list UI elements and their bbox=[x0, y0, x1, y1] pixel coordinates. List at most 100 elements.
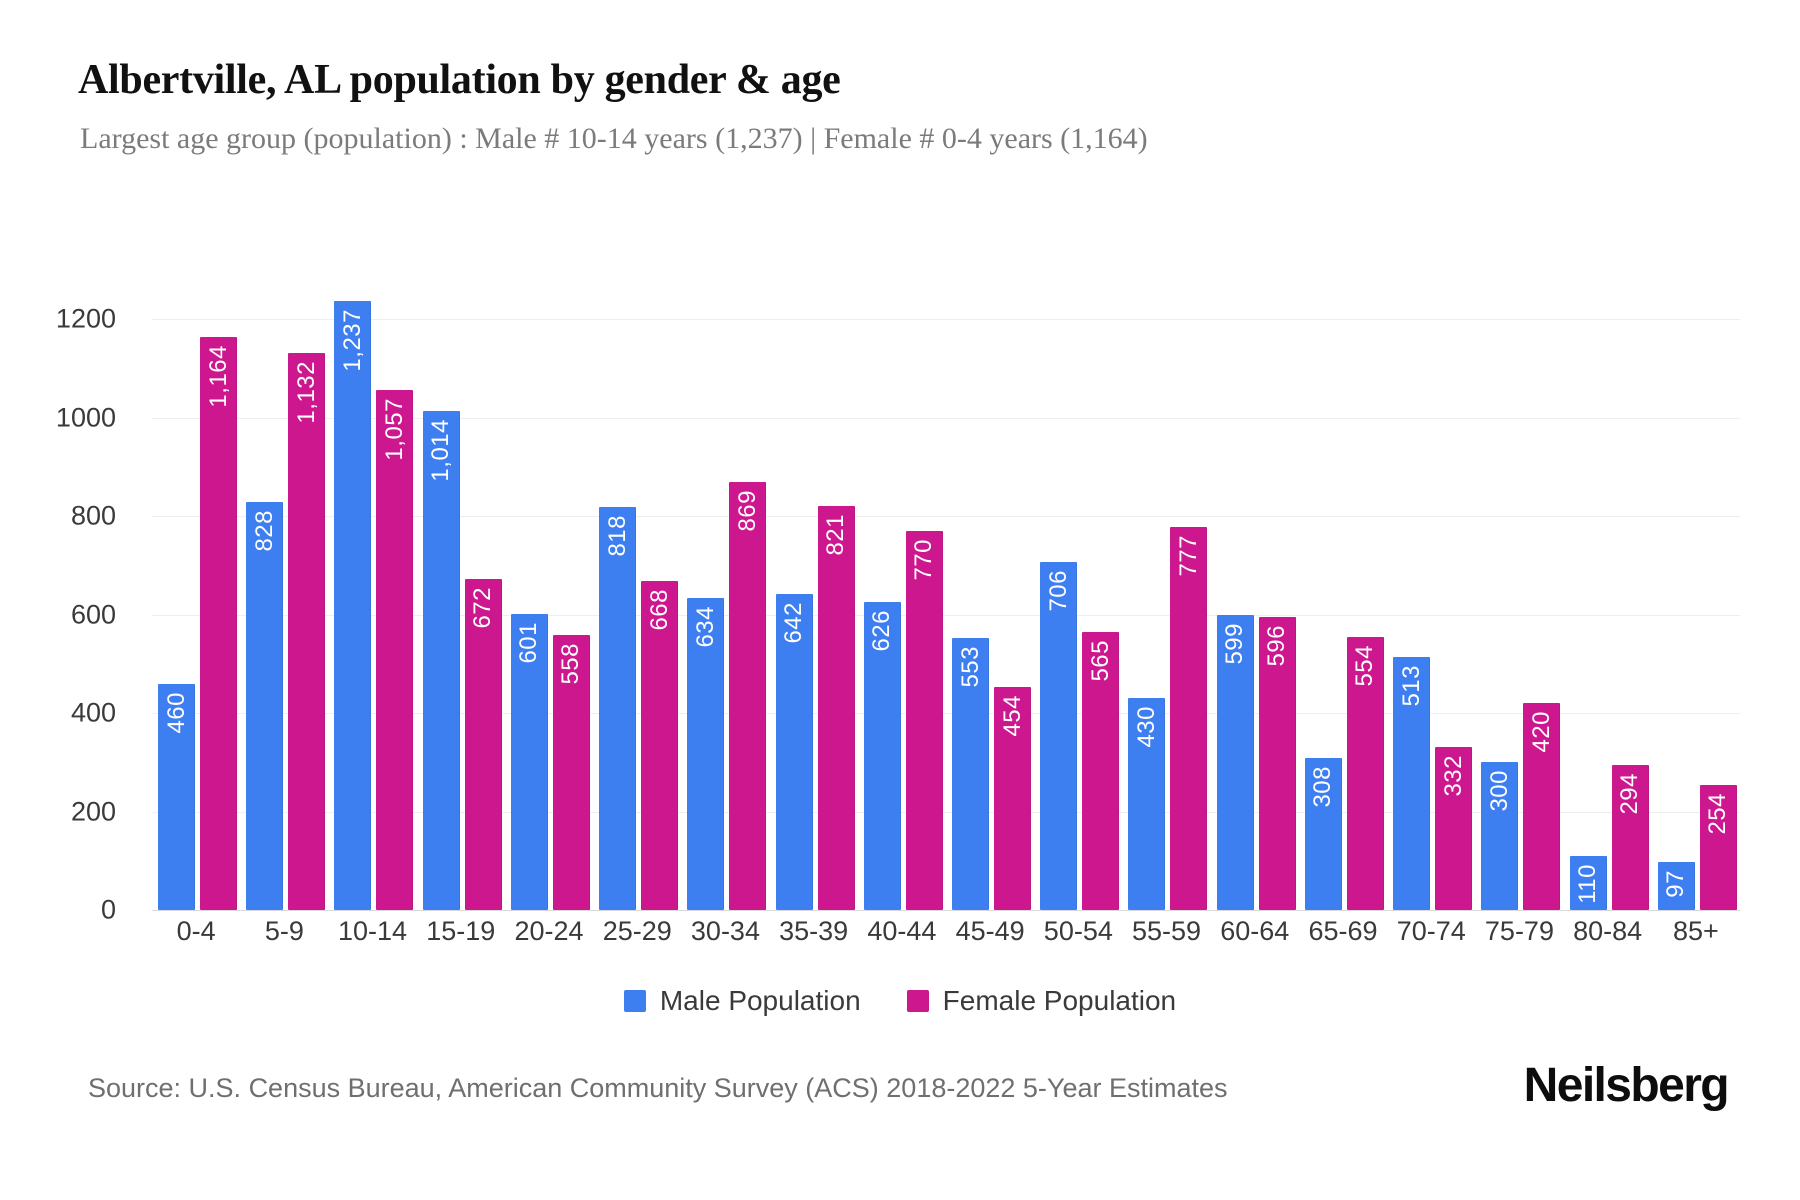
bar-group: 1,237 1,057 bbox=[328, 270, 416, 910]
x-axis-tick-label: 75-79 bbox=[1484, 916, 1554, 946]
bar-female[interactable]: 869 bbox=[729, 482, 767, 910]
bar-value-label: 513 bbox=[1397, 665, 1425, 707]
x-axis-tick-label: 0-4 bbox=[176, 916, 216, 946]
bar-male[interactable]: 1,014 bbox=[422, 410, 460, 910]
bar-value-label: 821 bbox=[822, 513, 850, 556]
plot-area: 460 1,164 828 1,132 1,237 1,057 1,014 672 601 558… bbox=[152, 270, 1740, 911]
gridline bbox=[152, 417, 1740, 419]
chart-legend: Male Population Female Population bbox=[0, 985, 1800, 1017]
x-axis-tick-label: 60-64 bbox=[1220, 916, 1290, 946]
x-axis-tick-label: 45-49 bbox=[955, 916, 1025, 946]
x-axis-tick-label: 70-74 bbox=[1396, 916, 1466, 946]
bar-male[interactable]: 97 bbox=[1657, 862, 1695, 910]
bar-male[interactable]: 513 bbox=[1393, 657, 1431, 910]
bar-value-label: 777 bbox=[1174, 535, 1202, 578]
legend-label: Female Population bbox=[942, 985, 1177, 1016]
bar-female[interactable]: 770 bbox=[905, 530, 943, 910]
bar-female[interactable]: 554 bbox=[1346, 637, 1384, 910]
gridline bbox=[152, 614, 1740, 616]
bar-female[interactable]: 558 bbox=[552, 635, 590, 910]
gridline bbox=[152, 910, 1740, 911]
bar-male[interactable]: 601 bbox=[510, 614, 548, 910]
bar-value-label: 308 bbox=[1309, 766, 1337, 808]
bar-value-label: 300 bbox=[1485, 770, 1513, 812]
bar-female[interactable]: 420 bbox=[1523, 703, 1561, 910]
bar-value-label: 1,237 bbox=[338, 309, 366, 372]
gridline bbox=[152, 811, 1740, 813]
bar-male[interactable]: 430 bbox=[1128, 698, 1166, 910]
legend-item-female[interactable]: Female Population bbox=[906, 985, 1177, 1017]
y-axis-tick-label: 800 bbox=[70, 500, 116, 531]
bar-female[interactable]: 668 bbox=[641, 581, 679, 910]
bar-female[interactable]: 254 bbox=[1699, 784, 1737, 910]
bar-male[interactable]: 308 bbox=[1304, 758, 1342, 910]
bar-female[interactable]: 565 bbox=[1082, 631, 1120, 910]
bar-female[interactable]: 672 bbox=[464, 579, 502, 910]
bar-group: 601 558 bbox=[505, 270, 593, 910]
bar-female[interactable]: 454 bbox=[994, 686, 1031, 910]
bar-female[interactable]: 596 bbox=[1258, 616, 1296, 910]
bar-value-label: 554 bbox=[1351, 645, 1379, 687]
bar-value-label: 332 bbox=[1439, 754, 1467, 797]
bar-male[interactable]: 634 bbox=[687, 597, 725, 910]
bar-value-label: 460 bbox=[162, 691, 190, 734]
bar-female[interactable]: 821 bbox=[817, 505, 855, 910]
bar-value-label: 294 bbox=[1616, 773, 1644, 815]
legend-item-male[interactable]: Male Population bbox=[623, 985, 861, 1017]
y-axis-tick-label: 0 bbox=[100, 894, 116, 925]
bar-female[interactable]: 1,132 bbox=[288, 352, 326, 910]
bar-male[interactable]: 553 bbox=[952, 637, 989, 910]
legend-swatch-icon bbox=[906, 990, 929, 1012]
source-note: Source: U.S. Census Bureau, American Com… bbox=[88, 1073, 1228, 1103]
bar-male[interactable]: 828 bbox=[246, 502, 284, 910]
bar-value-label: 420 bbox=[1527, 711, 1555, 753]
legend-label: Male Population bbox=[659, 985, 861, 1016]
x-axis-tick-label: 25-29 bbox=[602, 916, 672, 946]
bar-male[interactable]: 818 bbox=[599, 507, 637, 910]
x-axis-tick-label: 50-54 bbox=[1043, 916, 1113, 946]
bar-female[interactable]: 1,164 bbox=[200, 336, 237, 910]
bar-group: 553 454 bbox=[946, 270, 1034, 910]
bar-value-label: 672 bbox=[469, 587, 497, 629]
bar-male[interactable]: 300 bbox=[1481, 762, 1519, 910]
bar-value-label: 454 bbox=[998, 694, 1026, 737]
bar-group: 1,014 672 bbox=[417, 270, 505, 910]
bar-male[interactable]: 1,237 bbox=[334, 301, 372, 910]
bar-male[interactable]: 642 bbox=[775, 593, 813, 910]
bar-female[interactable]: 1,057 bbox=[376, 389, 414, 910]
bar-group: 818 668 bbox=[593, 270, 681, 910]
bar-female[interactable]: 294 bbox=[1611, 765, 1649, 910]
bar-value-label: 828 bbox=[250, 510, 278, 552]
bar-value-label: 634 bbox=[691, 605, 719, 648]
bar-value-label: 97 bbox=[1662, 870, 1690, 898]
x-axis-tick-label: 30-34 bbox=[690, 916, 760, 946]
bar-male[interactable]: 460 bbox=[158, 683, 195, 910]
y-axis-tick-label: 400 bbox=[70, 697, 116, 728]
page-subtitle: Largest age group (population) : Male # … bbox=[80, 122, 1148, 155]
bar-value-label: 430 bbox=[1132, 706, 1160, 748]
bar-value-label: 601 bbox=[515, 622, 543, 664]
bar-group: 308 554 bbox=[1299, 270, 1387, 910]
y-axis-tick-label: 1200 bbox=[55, 303, 116, 334]
y-axis-tick-label: 600 bbox=[70, 599, 116, 630]
bar-value-label: 1,132 bbox=[292, 360, 320, 424]
bar-group: 460 1,164 bbox=[152, 270, 240, 910]
y-axis-tick-label: 200 bbox=[70, 796, 116, 827]
bar-value-label: 770 bbox=[910, 538, 938, 581]
bar-group: 599 596 bbox=[1211, 270, 1299, 910]
bar-female[interactable]: 332 bbox=[1435, 746, 1473, 910]
gridline bbox=[152, 516, 1740, 518]
bar-value-label: 558 bbox=[557, 643, 585, 685]
bar-male[interactable]: 599 bbox=[1216, 615, 1254, 910]
bar-group: 642 821 bbox=[770, 270, 858, 910]
legend-swatch-icon bbox=[623, 990, 646, 1012]
x-axis-labels: 0-4 5-9 10-14 15-19 20-24 25-29 30-34 35-39 40-4… bbox=[152, 916, 1740, 964]
bar-value-label: 254 bbox=[1704, 792, 1732, 835]
bar-male[interactable]: 626 bbox=[863, 601, 901, 910]
x-axis-tick-label: 80-84 bbox=[1573, 916, 1643, 946]
bar-male[interactable]: 706 bbox=[1040, 562, 1078, 910]
x-axis-tick-label: 10-14 bbox=[338, 916, 408, 946]
bar-male[interactable]: 110 bbox=[1569, 855, 1607, 910]
bar-female[interactable]: 777 bbox=[1170, 527, 1208, 910]
